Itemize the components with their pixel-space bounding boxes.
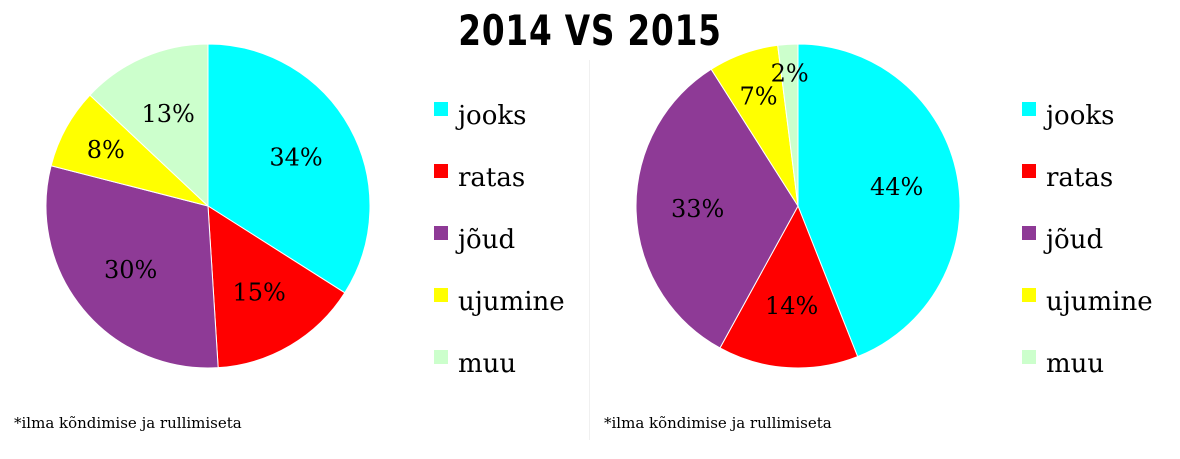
left-legend-label-joud: jõud <box>455 225 515 255</box>
right-legend-label-joud: jõud <box>1043 225 1103 255</box>
left-legend-label-muu: muu <box>458 349 516 379</box>
left-slice-joud <box>45 165 219 369</box>
right-legend-label-muu: muu <box>1046 349 1104 379</box>
left-legend-label-ratas: ratas <box>458 163 525 193</box>
right-legend-label-jooks: jooks <box>1043 101 1114 131</box>
footnote-right: *ilma kõndimise ja rullimiseta <box>604 414 832 432</box>
right-slice-joud <box>635 68 799 349</box>
right-label-muu: 2% <box>771 59 809 87</box>
left-slice-jooks <box>207 43 371 294</box>
panel-divider <box>589 60 590 440</box>
left-legend-swatch-ratas <box>434 164 448 178</box>
right-legend-label-ujumine: ujumine <box>1046 287 1153 317</box>
left-pie: 34% 15% 30% 8% 13% <box>45 43 371 369</box>
left-legend-swatch-joud <box>434 226 448 240</box>
right-legend-swatch-jooks <box>1022 102 1036 116</box>
right-label-ratas: 14% <box>765 292 818 320</box>
left-label-ratas: 15% <box>232 278 285 306</box>
left-label-ujumine: 8% <box>87 136 125 164</box>
left-legend-swatch-muu <box>434 350 448 364</box>
page-title: 2014 VS 2015 <box>458 6 722 55</box>
right-legend-swatch-muu <box>1022 350 1036 364</box>
right-legend-label-ratas: ratas <box>1046 163 1113 193</box>
left-label-muu: 13% <box>141 100 194 128</box>
right-label-jooks: 44% <box>870 173 923 201</box>
left-legend-label-jooks: jooks <box>455 101 526 131</box>
right-legend-swatch-ujumine <box>1022 288 1036 302</box>
right-slice-jooks <box>797 43 961 358</box>
left-legend: jooks ratas jõud ujumine muu <box>434 101 565 379</box>
left-label-jooks: 34% <box>269 144 322 172</box>
left-legend-swatch-ujumine <box>434 288 448 302</box>
left-slice-muu <box>89 43 209 208</box>
left-label-joud: 30% <box>104 256 157 284</box>
right-label-ujumine: 7% <box>739 82 777 110</box>
right-slice-muu <box>777 43 799 207</box>
right-legend-swatch-ratas <box>1022 164 1036 178</box>
right-legend: jooks ratas jõud ujumine muu <box>1022 101 1153 379</box>
left-legend-label-ujumine: ujumine <box>458 287 565 317</box>
left-slice-ratas <box>207 205 346 369</box>
right-pie: 44% 14% 33% 7%2% <box>635 43 961 369</box>
footnote-left: *ilma kõndimise ja rullimiseta <box>14 414 242 432</box>
left-legend-swatch-jooks <box>434 102 448 116</box>
right-label-joud: 33% <box>671 195 724 223</box>
right-legend-swatch-joud <box>1022 226 1036 240</box>
right-slice-ratas <box>719 204 859 369</box>
